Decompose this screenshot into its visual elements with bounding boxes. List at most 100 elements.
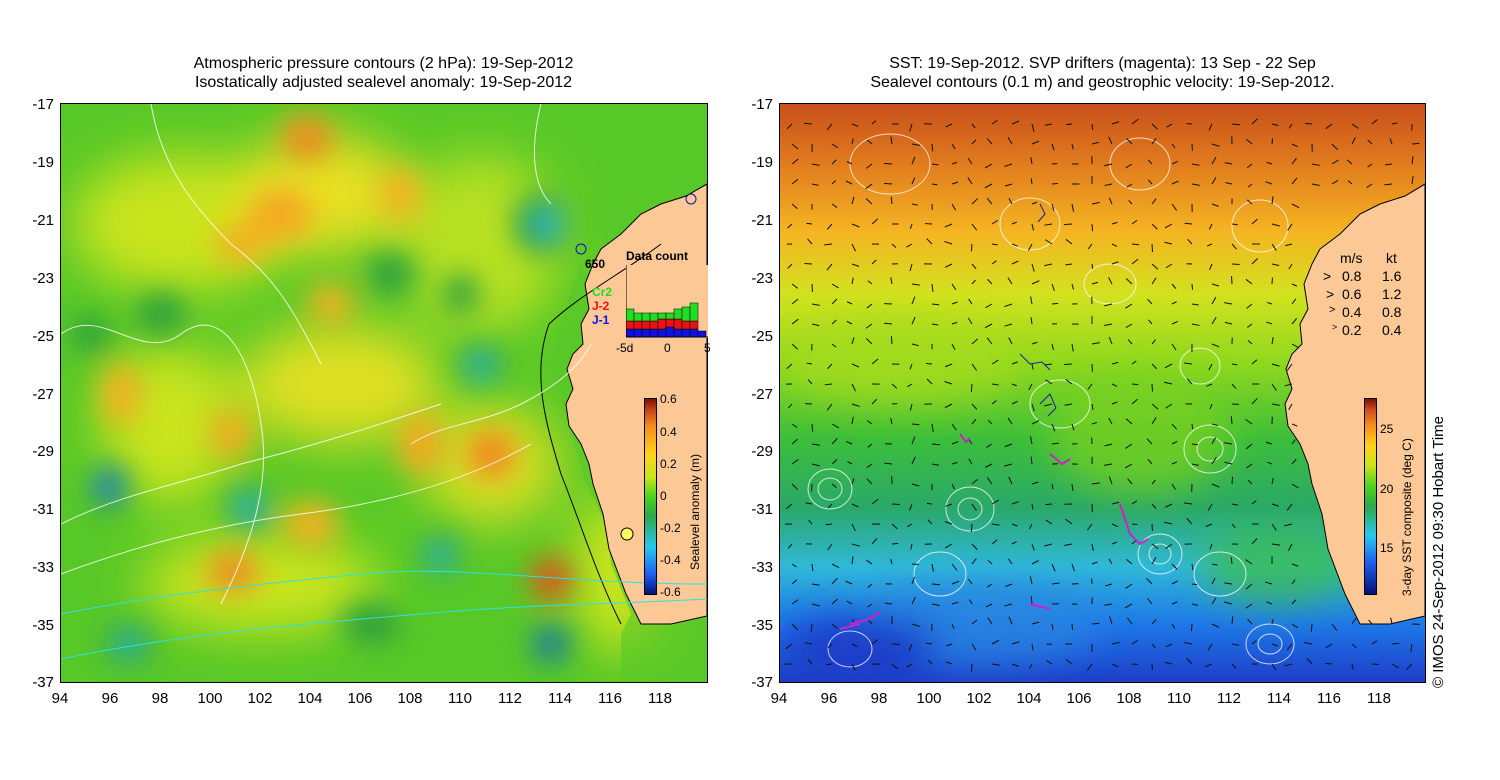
velocity-vector <box>1051 623 1054 630</box>
velocity-vector <box>1288 403 1293 411</box>
velocity-vector <box>1007 558 1013 565</box>
velocity-vector <box>1351 137 1356 145</box>
velocity-vector <box>1291 203 1300 209</box>
left-x-tick: 106 <box>347 690 373 707</box>
velocity-vector <box>1011 361 1018 365</box>
velocity-vector <box>1247 339 1253 345</box>
velocity-vector <box>1091 201 1100 205</box>
velocity-vector <box>1245 603 1253 609</box>
velocity-vector <box>1071 423 1075 431</box>
velocity-vector <box>911 423 920 426</box>
velocity-vector <box>1271 337 1274 345</box>
velocity-vector <box>845 580 853 585</box>
velocity-vector <box>945 123 953 128</box>
left-y-tick: -29 <box>32 443 54 460</box>
velocity-vector <box>1051 442 1060 445</box>
velocity-vector <box>1251 397 1258 405</box>
velocity-vector <box>807 659 813 665</box>
velocity-vector <box>1271 363 1280 367</box>
histogram-bar <box>681 320 691 330</box>
velocity-vector <box>944 223 953 228</box>
velocity-vector <box>787 263 793 269</box>
velocity-vector <box>884 462 893 465</box>
histogram-bar <box>673 318 683 330</box>
velocity-vector <box>851 403 860 407</box>
velocity-vector <box>791 343 799 350</box>
velocity-arrow-icon: > <box>1329 304 1336 316</box>
velocity-vector <box>851 123 859 127</box>
velocity-arrow-icon: > <box>1323 268 1332 284</box>
histogram-bar <box>633 328 643 338</box>
velocity-vector <box>1251 218 1258 225</box>
velocity-vector <box>1087 243 1093 250</box>
right-y-tick: -33 <box>751 559 773 576</box>
velocity-vector <box>1391 642 1400 645</box>
velocity-vector <box>1086 663 1093 671</box>
left-x-tick: 110 <box>448 690 472 707</box>
velocity-vector <box>1031 280 1040 285</box>
velocity-vector <box>831 203 838 208</box>
left-y-tick: -25 <box>32 328 54 345</box>
velocity-legend-ms-header: m/s <box>1340 250 1363 266</box>
velocity-vector <box>951 461 958 465</box>
velocity-vector <box>1207 503 1213 511</box>
velocity-vector <box>911 596 916 605</box>
velocity-vector <box>1124 603 1133 609</box>
velocity-vector <box>971 543 978 550</box>
velocity-vector <box>810 623 813 632</box>
velocity-vector <box>1151 619 1157 625</box>
velocity-vector <box>806 222 813 225</box>
velocity-vector <box>1251 359 1258 365</box>
velocity-vector <box>807 238 813 245</box>
velocity-vector <box>865 163 873 169</box>
velocity-vector <box>911 623 920 627</box>
velocity-vector <box>1271 663 1277 671</box>
velocity-vector <box>1111 401 1118 405</box>
histogram-bar <box>641 320 651 330</box>
velocity-vector <box>909 503 913 511</box>
velocity-vector <box>1071 203 1075 212</box>
velocity-vector <box>1044 223 1053 226</box>
sst-colorbar <box>1364 398 1377 595</box>
velocity-vector <box>808 519 813 525</box>
velocity-vector <box>851 556 854 565</box>
data-count-xtick: -5d <box>616 341 634 355</box>
velocity-vector <box>1191 183 1200 186</box>
velocity-vector <box>831 159 837 165</box>
velocity-vector <box>1147 458 1153 465</box>
velocity-vector <box>1351 123 1359 129</box>
velocity-vector <box>1271 138 1274 145</box>
velocity-vector <box>1151 363 1158 370</box>
right-y-tick: -27 <box>751 386 773 403</box>
velocity-vector <box>811 323 820 327</box>
velocity-vector <box>871 639 879 645</box>
station-label: 650 <box>585 257 606 271</box>
velocity-vector <box>1004 163 1013 167</box>
velocity-vector <box>1029 663 1033 669</box>
velocity-vector <box>867 280 873 285</box>
velocity-vector <box>867 583 873 588</box>
velocity-vector <box>806 362 813 365</box>
velocity-vector <box>986 138 993 145</box>
velocity-vector <box>826 223 833 230</box>
histogram-bar <box>626 308 635 322</box>
velocity-vector <box>1008 616 1013 625</box>
right-x-tick: 98 <box>870 690 888 707</box>
velocity-vector <box>791 438 798 445</box>
histogram-bar <box>665 326 675 338</box>
histogram-bar <box>673 328 683 338</box>
velocity-vector <box>1051 143 1055 151</box>
velocity-legend-ms: 0.4 <box>1342 304 1362 320</box>
velocity-vector <box>984 163 993 169</box>
histogram-bar <box>649 328 659 338</box>
velocity-vector <box>1206 383 1213 387</box>
velocity-vector <box>986 337 993 345</box>
velocity-vector <box>991 359 999 365</box>
right-x-tick: 106 <box>1066 690 1092 707</box>
velocity-vector <box>1065 378 1073 385</box>
velocity-vector <box>1291 283 1298 287</box>
velocity-vector <box>804 642 813 645</box>
velocity-vector <box>871 358 879 365</box>
right-panel-title: SST: 19-Sep-2012. SVP drifters (magenta)… <box>780 54 1425 92</box>
velocity-vector <box>1391 663 1400 669</box>
